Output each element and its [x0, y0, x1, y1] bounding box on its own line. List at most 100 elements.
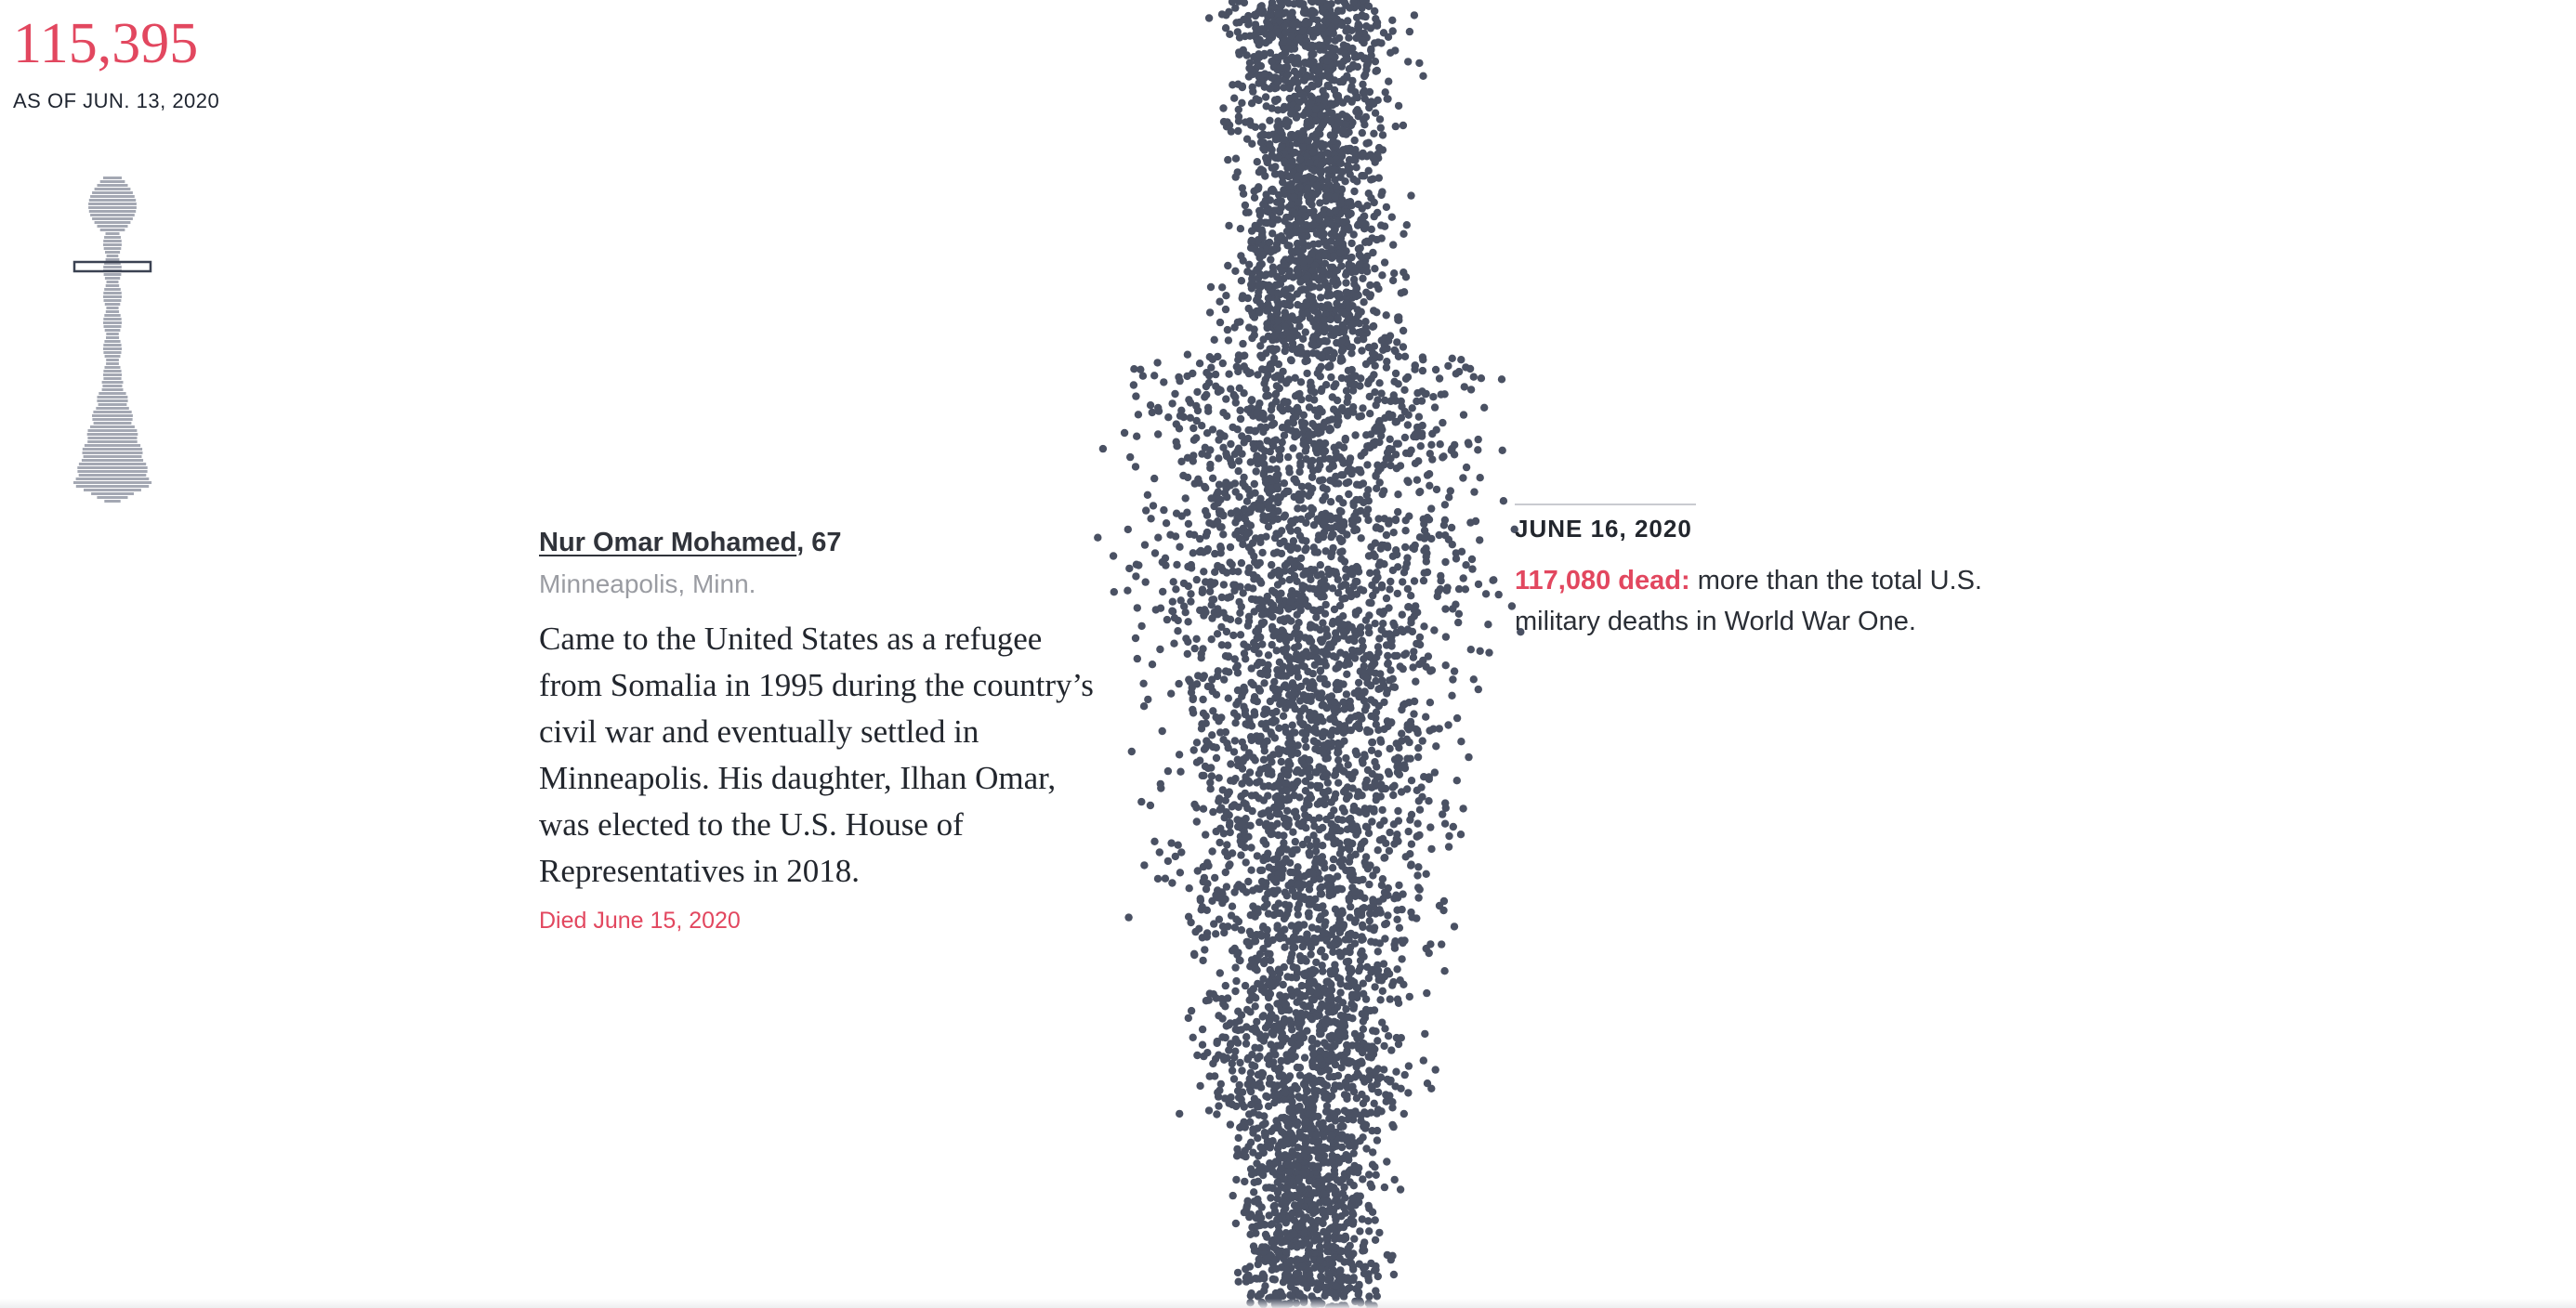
death-dot [1365, 1171, 1373, 1179]
death-dot [1138, 372, 1148, 380]
death-dot [1371, 39, 1379, 47]
death-dot [1444, 843, 1453, 851]
minimap-bar [97, 399, 128, 402]
death-dot [1237, 558, 1246, 568]
death-dot [1391, 937, 1400, 946]
death-dot [1186, 413, 1195, 422]
death-dot [1226, 593, 1235, 601]
death-dot [1315, 365, 1323, 373]
death-dot [1324, 82, 1334, 91]
death-dot [1192, 818, 1201, 826]
death-dot [1436, 440, 1444, 449]
death-dot [1308, 484, 1317, 493]
death-dot [1373, 396, 1382, 404]
minimap-bar [88, 199, 137, 202]
death-dot [1275, 724, 1283, 732]
death-dot [1213, 672, 1222, 681]
minimap-bar [94, 188, 131, 190]
death-dot [1352, 164, 1360, 172]
death-dot [1409, 663, 1417, 672]
death-dot [1206, 446, 1215, 454]
death-dot [1330, 405, 1338, 413]
death-dot [1227, 760, 1235, 768]
death-dot [1264, 391, 1273, 399]
death-dot [1127, 747, 1136, 756]
death-dot [1120, 428, 1129, 438]
death-dot [1476, 474, 1484, 482]
death-dot [1247, 397, 1255, 405]
death-dot [1202, 484, 1210, 492]
death-dot [1184, 618, 1192, 626]
death-dot [1326, 209, 1334, 217]
timeline-minimap[interactable] [71, 177, 173, 511]
minimap-bar [102, 385, 123, 387]
death-dot [1299, 504, 1308, 513]
death-dot [1414, 894, 1423, 902]
death-dot [1208, 731, 1216, 739]
death-dot [1418, 737, 1426, 745]
death-dot [1295, 467, 1304, 477]
death-dot [1363, 727, 1372, 737]
death-dot [1360, 989, 1368, 999]
death-dot [1347, 704, 1355, 713]
death-dot [1345, 65, 1354, 73]
death-dot [1363, 461, 1372, 469]
death-dot [1286, 747, 1295, 755]
death-dot [1410, 577, 1419, 585]
death-dot [1476, 536, 1484, 544]
death-dot [1390, 346, 1399, 355]
death-dot [1404, 827, 1413, 836]
death-dot [1256, 131, 1265, 140]
death-dot [1253, 1017, 1261, 1027]
death-dot [1313, 1286, 1321, 1294]
death-dot [1201, 946, 1209, 954]
death-dots-field [1094, 0, 1525, 1308]
death-dot [1259, 856, 1268, 865]
minimap-bar [99, 392, 126, 395]
death-dot [1253, 1275, 1261, 1283]
death-dot [1315, 1242, 1324, 1251]
death-dot [1468, 565, 1477, 573]
death-dot [1369, 1027, 1377, 1035]
death-dot [1255, 769, 1263, 778]
death-dot [1446, 487, 1454, 495]
death-dot [1310, 396, 1319, 404]
death-dot [1286, 597, 1295, 606]
minimap-viewport-indicator[interactable] [72, 260, 152, 273]
death-dot [1305, 885, 1314, 894]
death-dot [1461, 585, 1470, 594]
death-dot [1358, 1215, 1366, 1223]
death-dot [1263, 925, 1271, 935]
death-dot [1217, 622, 1226, 632]
death-dot [1134, 411, 1143, 419]
death-dot [1192, 401, 1201, 411]
death-dot [1205, 308, 1215, 317]
death-dot [1338, 404, 1347, 412]
death-dot [1199, 956, 1207, 965]
death-dot [1425, 797, 1433, 805]
death-dot [1366, 410, 1374, 418]
as-of-date: AS OF JUN. 13, 2020 [13, 89, 220, 112]
minimap-bar [104, 340, 121, 343]
death-dot [1139, 679, 1148, 687]
death-dot [1295, 1092, 1303, 1101]
death-dot [1359, 1025, 1368, 1034]
death-dot [1343, 1285, 1351, 1294]
death-dot [1373, 1136, 1382, 1144]
death-dot [1148, 661, 1157, 669]
death-dot [1426, 699, 1435, 707]
death-dot [1196, 1081, 1204, 1091]
death-dot [1187, 590, 1195, 598]
death-dot [1397, 413, 1406, 422]
death-dot [1226, 818, 1234, 827]
death-dot [1331, 176, 1339, 184]
death-dot [1214, 352, 1222, 361]
death-dot [1394, 316, 1402, 324]
death-dot [1185, 884, 1193, 893]
death-dot [1466, 386, 1476, 394]
death-dot [1376, 736, 1385, 744]
death-dot [1255, 439, 1264, 448]
death-dot [1272, 1023, 1281, 1031]
death-dot [1337, 885, 1347, 894]
death-dot [1254, 1134, 1262, 1143]
